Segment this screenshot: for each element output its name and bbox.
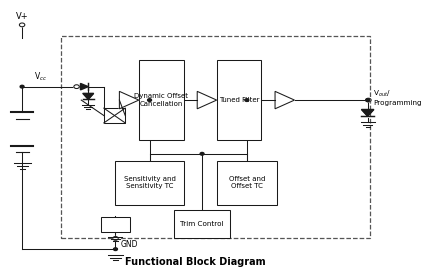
Circle shape bbox=[20, 23, 25, 27]
Text: Tuned Filter: Tuned Filter bbox=[219, 97, 259, 103]
Circle shape bbox=[20, 85, 24, 88]
Circle shape bbox=[113, 248, 117, 251]
FancyBboxPatch shape bbox=[217, 60, 261, 140]
Circle shape bbox=[366, 98, 371, 102]
Polygon shape bbox=[83, 93, 94, 99]
Polygon shape bbox=[361, 109, 374, 116]
Text: Functional Block Diagram: Functional Block Diagram bbox=[125, 256, 266, 266]
FancyBboxPatch shape bbox=[101, 217, 130, 232]
Polygon shape bbox=[80, 83, 88, 90]
Polygon shape bbox=[83, 93, 94, 99]
Polygon shape bbox=[275, 91, 295, 109]
Circle shape bbox=[147, 99, 151, 102]
Text: Sensitivity and
Sensitivity TC: Sensitivity and Sensitivity TC bbox=[124, 176, 176, 190]
Circle shape bbox=[366, 99, 370, 102]
Text: GND: GND bbox=[120, 240, 138, 249]
Text: Offset and
Offset TC: Offset and Offset TC bbox=[229, 176, 265, 190]
Polygon shape bbox=[361, 109, 374, 116]
FancyBboxPatch shape bbox=[104, 108, 125, 123]
Text: Dynamic Offset
Cancellation: Dynamic Offset Cancellation bbox=[134, 93, 188, 107]
Circle shape bbox=[245, 99, 249, 102]
Text: V+: V+ bbox=[16, 12, 28, 21]
Circle shape bbox=[113, 237, 118, 240]
Circle shape bbox=[200, 153, 204, 155]
FancyBboxPatch shape bbox=[116, 161, 184, 205]
Text: V$_{cc}$: V$_{cc}$ bbox=[34, 70, 47, 83]
FancyBboxPatch shape bbox=[174, 210, 230, 238]
Text: Trim Control: Trim Control bbox=[180, 221, 224, 227]
Text: V$_{out}$/
Programming: V$_{out}$/ Programming bbox=[373, 89, 422, 106]
FancyBboxPatch shape bbox=[217, 161, 277, 205]
Polygon shape bbox=[119, 91, 139, 109]
Circle shape bbox=[74, 85, 79, 89]
Polygon shape bbox=[197, 91, 217, 109]
FancyBboxPatch shape bbox=[139, 60, 184, 140]
